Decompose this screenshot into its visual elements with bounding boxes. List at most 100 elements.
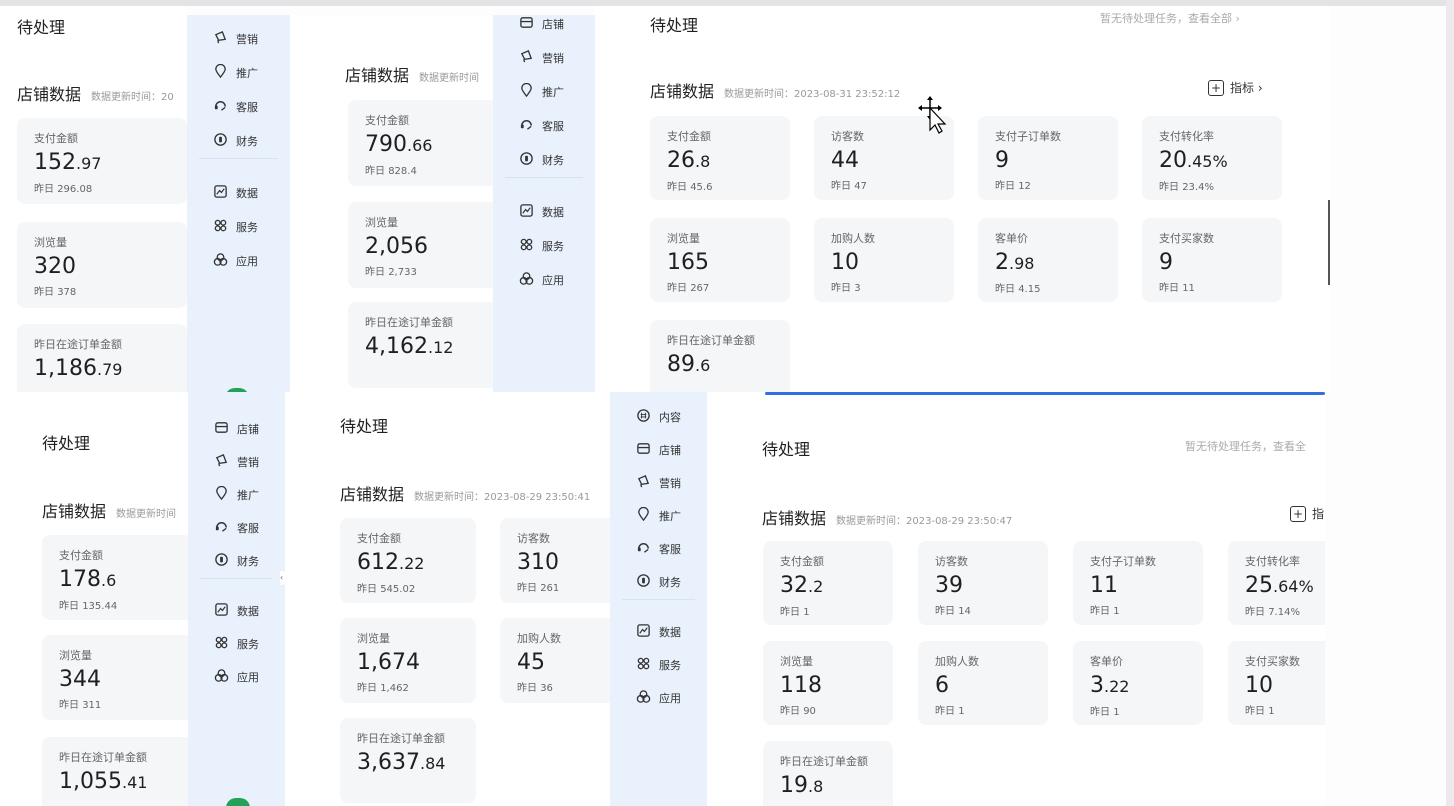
sidebar-item[interactable]: 客服 [213,98,258,116]
metric-card[interactable]: 浏览量 2,056 昨日 2,733 [348,202,493,288]
sidebar-item[interactable]: 服务 [213,218,258,236]
sidebar-item[interactable]: 客服 [636,540,681,558]
view-all-pending-link[interactable]: 暂无待处理任务，查看全 [1185,440,1306,453]
metric-card[interactable]: 昨日在途订单金额 1,055.41 [42,737,188,806]
metric-card[interactable]: 浏览量 165 昨日 267 [650,218,790,302]
metric-card[interactable]: 支付转化率 20.45% 昨日 23.4% [1142,116,1282,200]
sidebar-item[interactable]: 财务 [214,552,259,570]
metric-card[interactable]: 浏览量 320 昨日 378 [17,222,187,308]
collapse-sidebar-button[interactable]: ‹ [280,571,288,585]
metric-label: 访客数 [935,555,968,568]
metric-label: 客单价 [995,232,1028,245]
yesterday-label: 昨日 [1090,606,1110,617]
metric-card[interactable]: 支付金额 152.97 昨日 296.08 [17,118,187,204]
sidebar-item[interactable]: 应用 [214,668,259,686]
metric-value: 344 [59,667,188,693]
metric-card[interactable]: 支付子订单数 9 昨日 12 [978,116,1118,200]
metric-card[interactable]: 支付金额 178.6 昨日 135.44 [42,535,188,620]
metric-card[interactable]: 昨日在途订单金额 3,637.84 [340,718,476,803]
store-data-header: 店铺数据 数据更新时间 [345,62,479,86]
metrics-button[interactable]: + 指 [1290,505,1324,522]
metric-card[interactable]: 支付金额 790.66 昨日 828.4 [348,100,493,186]
sidebar-item[interactable]: 财务 [519,151,564,169]
metric-card[interactable]: 昨日在途订单金额 19.8 [763,741,893,806]
metric-value: 165 [667,250,790,276]
sidebar-item[interactable]: 推广 [213,63,258,82]
apps-icon [519,271,534,289]
sidebar-item[interactable]: 数据 [214,602,259,620]
metric-card[interactable]: 客单价 2.98 昨日 4.15 [978,218,1118,302]
metric-card[interactable]: 支付子订单数 11 昨日 1 [1073,541,1203,625]
metric-card[interactable]: 昨日在途订单金额 89.6 [650,320,790,392]
metrics-button[interactable]: + 指标 › [1208,79,1263,96]
sidebar-item[interactable]: 应用 [636,689,681,707]
metric-value-integer: 165 [667,250,709,275]
pending-title: 待处理 [340,417,389,436]
metric-value-integer: 3,637 [357,750,420,775]
metric-card[interactable]: 昨日在途订单金额 4,162.12 [348,302,493,388]
metric-card[interactable]: 支付买家数 9 昨日 11 [1142,218,1282,302]
metric-card[interactable]: 支付转化率 25.64% 昨日 7.14% [1228,541,1325,625]
sidebar-item[interactable]: 服务 [636,656,681,674]
sidebar-item[interactable]: 财务 [213,132,258,150]
sidebar-item[interactable]: 数据 [636,623,681,641]
metric-card[interactable]: 浏览量 1,674 昨日 1,462 [340,618,476,703]
yesterday-number: 135.44 [82,601,118,612]
sidebar-item[interactable]: 推广 [519,82,564,101]
sidebar-item[interactable]: 推广 [636,506,681,525]
sidebar-item[interactable]: 营销 [636,474,681,492]
yesterday-number: 3 [854,283,861,294]
metric-card[interactable]: 昨日在途订单金额 1,186.79 [17,324,187,392]
sidebar-item-label: 服务 [237,638,259,651]
metric-card[interactable]: 加购人数 45 昨日 36 [500,618,610,703]
metric-value-integer: 1,186 [34,356,97,381]
sidebar-item[interactable]: 店铺 [214,420,259,438]
sidebar-item[interactable]: 营销 [519,49,564,67]
metric-card[interactable]: 加购人数 10 昨日 3 [814,218,954,302]
sidebar-item[interactable]: 应用 [213,252,258,270]
sidebar-item[interactable]: 服务 [519,237,564,255]
sidebar-item[interactable]: 店铺 [519,15,564,33]
metric-value: 3.22 [1090,673,1203,700]
sidebar-item[interactable]: 营销 [213,30,258,48]
scrollbar[interactable] [1328,200,1330,285]
metric-value: 1,674 [357,650,476,676]
metric-value: 32.2 [780,573,893,600]
sidebar-item[interactable]: 数据 [213,184,258,202]
metric-value-integer: 2 [995,250,1009,275]
metric-card[interactable]: 加购人数 6 昨日 1 [918,641,1048,725]
metric-value-decimal: .6 [695,356,711,375]
metric-card[interactable]: 浏览量 344 昨日 311 [42,635,188,720]
metric-card[interactable]: 客单价 3.22 昨日 1 [1073,641,1203,725]
metric-card[interactable]: 访客数 39 昨日 14 [918,541,1048,625]
sidebar-item[interactable]: 推广 [214,485,259,504]
headset-icon [214,519,229,537]
yesterday-number: 2,733 [388,267,417,278]
metric-card[interactable]: 浏览量 118 昨日 90 [763,641,893,725]
yesterday-label: 昨日 [517,683,537,694]
sidebar-item[interactable]: 营销 [214,453,259,471]
yesterday-value: 昨日 7.14% [1245,603,1325,618]
view-all-pending-link[interactable]: 暂无待处理任务，查看全部 › [1100,12,1240,25]
yesterday-value: 昨日 2,733 [365,263,493,278]
metric-card[interactable]: 支付金额 612.22 昨日 545.02 [340,518,476,603]
yesterday-value: 昨日 1 [1090,703,1203,718]
sidebar-item[interactable]: 客服 [214,519,259,537]
sidebar-item[interactable]: 内容 [636,408,681,426]
sidebar-item[interactable]: 应用 [519,271,564,289]
metric-card[interactable]: 支付金额 32.2 昨日 1 [763,541,893,625]
sidebar-divider [505,177,583,178]
sidebar-item[interactable]: 服务 [214,635,259,653]
sidebar-item[interactable]: 客服 [519,117,564,135]
sidebar-item[interactable]: 财务 [636,573,681,591]
metric-card[interactable]: 访客数 310 昨日 261 [500,518,610,603]
metric-card[interactable]: 支付买家数 10 昨日 1 [1228,641,1325,725]
yesterday-number: 23.4% [1182,182,1214,193]
sidebar: 店铺营销推广客服财务数据服务应用 [493,15,595,392]
yesterday-number: 45.6 [690,182,713,193]
update-time: 数据更新时间：2023-08-29 23:50:47 [836,516,1013,527]
sidebar-item[interactable]: 数据 [519,203,564,221]
sidebar-item[interactable]: 店铺 [636,441,681,459]
metric-card[interactable]: 支付金额 26.8 昨日 45.6 [650,116,790,200]
yesterday-label: 昨日 [831,283,851,294]
